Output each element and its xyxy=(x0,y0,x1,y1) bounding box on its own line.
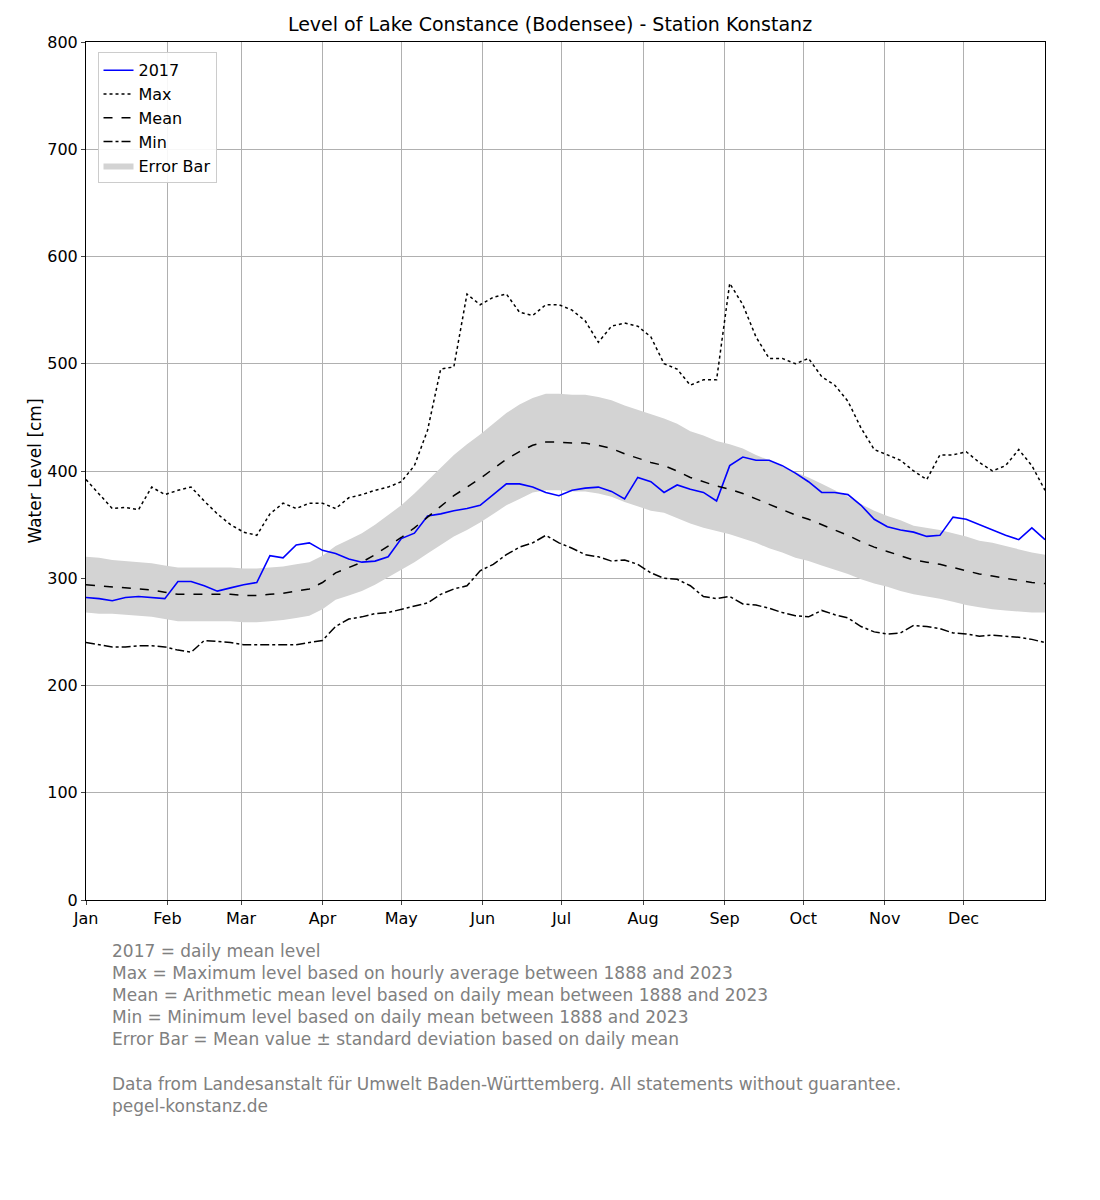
svg-text:0: 0 xyxy=(68,891,78,910)
svg-text:Dec: Dec xyxy=(948,909,979,928)
svg-text:100: 100 xyxy=(47,783,78,802)
svg-text:Apr: Apr xyxy=(309,909,337,928)
svg-text:Mean: Mean xyxy=(139,109,183,128)
svg-text:Mar: Mar xyxy=(226,909,257,928)
svg-text:500: 500 xyxy=(47,354,78,373)
svg-text:600: 600 xyxy=(47,247,78,266)
svg-text:300: 300 xyxy=(47,569,78,588)
svg-text:800: 800 xyxy=(47,33,78,52)
svg-text:Jan: Jan xyxy=(73,909,99,928)
svg-text:Aug: Aug xyxy=(627,909,658,928)
svg-text:Level of Lake Constance (Boden: Level of Lake Constance (Bodensee) - Sta… xyxy=(288,13,812,35)
svg-text:2017: 2017 xyxy=(139,61,180,80)
svg-text:May: May xyxy=(385,909,418,928)
svg-text:Error Bar: Error Bar xyxy=(139,157,211,176)
svg-text:200: 200 xyxy=(47,676,78,695)
svg-text:700: 700 xyxy=(47,140,78,159)
svg-text:2017 = daily mean levelMax = M: 2017 = daily mean levelMax = Maximum lev… xyxy=(112,941,901,1116)
svg-text:Oct: Oct xyxy=(789,909,817,928)
svg-text:400: 400 xyxy=(47,462,78,481)
svg-text:Feb: Feb xyxy=(153,909,181,928)
svg-text:Jun: Jun xyxy=(469,909,495,928)
svg-text:Min: Min xyxy=(139,133,167,152)
svg-text:Sep: Sep xyxy=(709,909,739,928)
svg-text:Nov: Nov xyxy=(869,909,900,928)
svg-text:Water Level [cm]: Water Level [cm] xyxy=(25,398,45,543)
svg-text:Jul: Jul xyxy=(551,909,571,928)
svg-text:Max: Max xyxy=(139,85,172,104)
